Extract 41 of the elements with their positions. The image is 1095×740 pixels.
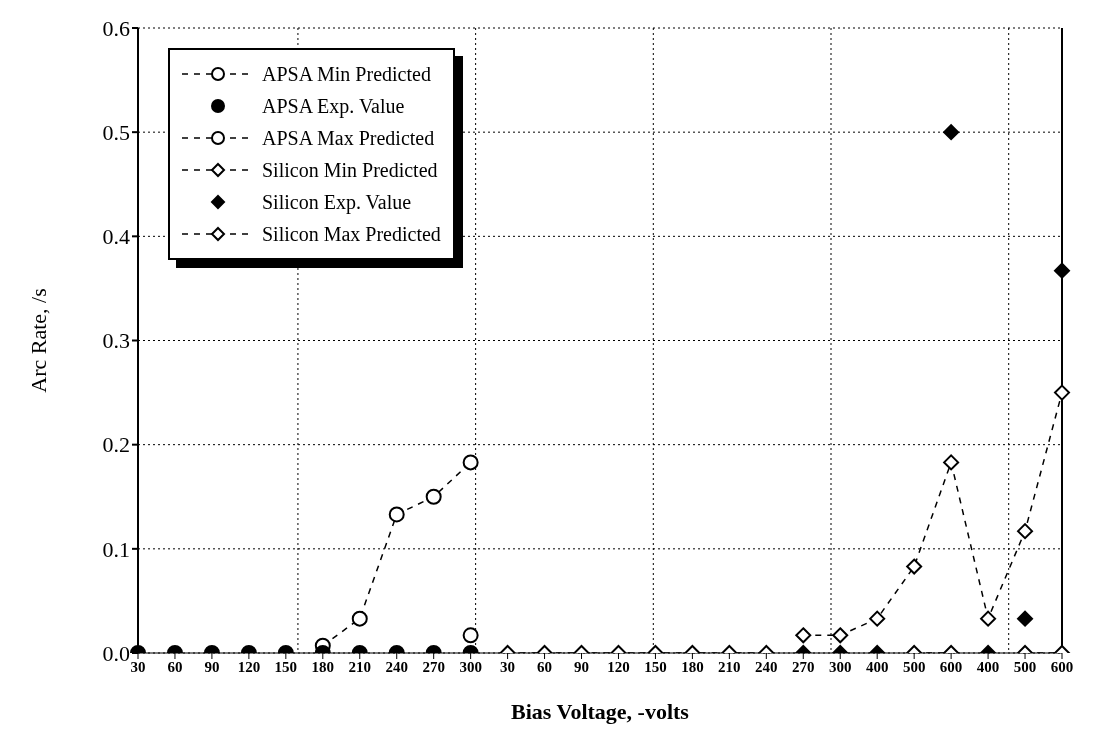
x-tick-label: 180 bbox=[311, 658, 335, 675]
x-tick-label: 300 bbox=[459, 658, 482, 675]
y-tick-label: 0.0 bbox=[102, 640, 130, 666]
legend-label: APSA Max Predicted bbox=[262, 126, 435, 150]
y-tick-label: 0.4 bbox=[102, 224, 130, 250]
x-tick-label: 240 bbox=[755, 658, 778, 675]
legend-label: APSA Min Predicted bbox=[262, 62, 431, 86]
x-tick-label: 210 bbox=[348, 658, 372, 675]
x-tick-label: 60 bbox=[537, 658, 553, 675]
x-tick-label: 30 bbox=[500, 658, 516, 675]
x-tick-label: 90 bbox=[574, 658, 590, 675]
x-tick-label: 600 bbox=[939, 658, 963, 675]
x-tick-label: 500 bbox=[1013, 658, 1037, 675]
x-tick-label: 300 bbox=[828, 658, 852, 675]
y-axis-title: Arc Rate, /s bbox=[25, 288, 51, 393]
x-tick-label: 270 bbox=[422, 658, 445, 675]
x-tick-label: 150 bbox=[644, 658, 667, 675]
x-tick-label: 600 bbox=[1050, 658, 1074, 675]
y-tick-label: 0.6 bbox=[102, 15, 130, 41]
legend-label: APSA Exp. Value bbox=[262, 94, 405, 118]
y-tick-label: 0.1 bbox=[102, 536, 130, 562]
x-tick-label: 180 bbox=[681, 658, 704, 675]
x-tick-label: 270 bbox=[792, 658, 815, 675]
legend-label: Silicon Max Predicted bbox=[262, 222, 441, 246]
legend-label: Silicon Min Predicted bbox=[262, 158, 438, 182]
x-tick-label: 90 bbox=[204, 658, 220, 675]
legend-label: Silicon Exp. Value bbox=[262, 190, 412, 214]
x-tick-label: 120 bbox=[607, 658, 630, 675]
x-tick-label: 400 bbox=[976, 658, 1000, 675]
y-tick-label: 0.2 bbox=[102, 432, 130, 458]
x-tick-label: 30 bbox=[130, 658, 146, 675]
x-tick-label: 500 bbox=[902, 658, 926, 675]
x-tick-label: 150 bbox=[274, 658, 298, 675]
y-tick-label: 0.3 bbox=[102, 328, 130, 354]
x-tick-label: 60 bbox=[167, 658, 183, 675]
x-tick-label: 120 bbox=[237, 658, 261, 675]
x-tick-label: 400 bbox=[865, 658, 889, 675]
y-tick-label: 0.5 bbox=[102, 119, 130, 145]
x-tick-label: 210 bbox=[718, 658, 741, 675]
x-tick-label: 240 bbox=[385, 658, 408, 675]
x-axis-title: Bias Voltage, -volts bbox=[511, 699, 690, 724]
